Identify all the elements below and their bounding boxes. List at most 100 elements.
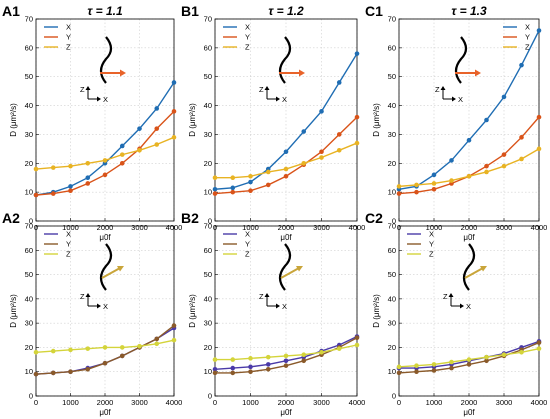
filament-curve	[99, 243, 113, 291]
data-point	[102, 345, 108, 350]
legend-entry: Z	[525, 43, 530, 52]
data-point	[102, 172, 108, 178]
x-axis-title: μ0f	[463, 233, 475, 242]
panel-label: A1	[2, 3, 20, 19]
y-axis-title: D (μm²/s)	[188, 103, 197, 137]
data-point	[354, 51, 360, 56]
y-tick-label: 40	[25, 101, 33, 110]
y-tick-label: 70	[25, 222, 33, 231]
y-tick-label: 70	[388, 222, 396, 231]
data-point	[301, 352, 307, 358]
y-tick-label: 10	[388, 188, 396, 197]
data-point	[519, 156, 524, 162]
y-axis-title: D (μm²/s)	[9, 103, 18, 137]
data-point	[248, 364, 253, 370]
data-point	[301, 129, 307, 134]
data-point	[319, 349, 324, 355]
x-axis-title: μ0f	[99, 408, 111, 417]
data-point	[501, 163, 507, 169]
z-axis-head	[264, 86, 270, 90]
data-point	[265, 354, 271, 360]
z-axis-head	[85, 293, 91, 297]
data-point	[466, 362, 472, 367]
data-point	[50, 165, 56, 170]
y-tick-label: 0	[208, 392, 212, 401]
data-point	[431, 368, 437, 373]
x-axis-head	[97, 96, 101, 102]
data-point	[50, 348, 56, 354]
data-point	[171, 337, 177, 343]
legend-entry: Z	[429, 250, 434, 259]
y-tick-label: 0	[29, 392, 33, 401]
data-point	[396, 191, 402, 196]
y-tick-label: 40	[204, 294, 212, 303]
data-point	[33, 371, 39, 377]
z-axis-label: Z	[435, 85, 440, 94]
data-point	[519, 135, 524, 140]
series-y	[33, 109, 177, 198]
data-point	[431, 181, 437, 186]
x-axis-label: X	[282, 95, 287, 104]
y-tick-label: 70	[204, 15, 212, 24]
data-point	[536, 346, 542, 351]
x-tick-label: 0	[213, 398, 217, 407]
legend-entry: Y	[429, 240, 434, 249]
x-axis-title: μ0f	[280, 408, 292, 417]
data-point	[449, 158, 454, 163]
data-point	[50, 191, 56, 196]
data-point	[230, 357, 236, 362]
data-point	[414, 182, 419, 188]
series-z	[212, 140, 360, 181]
data-point	[283, 173, 289, 179]
y-tick-label: 70	[25, 15, 33, 24]
legend: XYZ	[503, 23, 530, 52]
y-tick-label: 30	[388, 130, 396, 139]
data-point	[396, 364, 402, 370]
y-tick-label: 60	[25, 246, 33, 255]
filament-curve	[278, 243, 292, 291]
y-tick-label: 60	[204, 43, 212, 52]
panel-label: C2	[365, 210, 383, 226]
y-tick-label: 0	[208, 217, 212, 226]
data-point	[154, 336, 160, 342]
x-tick-label: 4000	[531, 398, 548, 407]
data-point	[319, 155, 324, 160]
x-axis-label: X	[282, 302, 287, 311]
legend-entry: Y	[66, 33, 71, 42]
y-tick-label: 70	[204, 222, 212, 231]
legend-entry: X	[245, 23, 250, 32]
data-point	[354, 335, 360, 341]
y-tick-label: 50	[25, 270, 33, 279]
y-tick-label: 40	[388, 294, 396, 303]
y-tick-label: 40	[388, 101, 396, 110]
x-tick-label: 2000	[97, 398, 114, 407]
z-axis-label: Z	[80, 85, 85, 94]
x-axis-label: X	[458, 95, 463, 104]
data-point	[85, 346, 91, 351]
x-axis-label: X	[466, 302, 471, 311]
data-point	[154, 126, 160, 131]
data-point	[414, 369, 419, 375]
y-tick-label: 40	[25, 294, 33, 303]
y-axis-title: D (μm²/s)	[372, 294, 381, 328]
data-point	[283, 166, 289, 172]
data-point	[336, 132, 342, 137]
series-z	[33, 135, 177, 172]
y-tick-label: 50	[388, 270, 396, 279]
x-tick-label: 0	[397, 398, 401, 407]
data-point	[414, 363, 419, 368]
data-point	[154, 106, 160, 111]
data-point	[119, 345, 125, 350]
data-point	[212, 175, 218, 181]
data-point	[248, 173, 253, 179]
x-axis-head	[460, 303, 464, 309]
data-point	[248, 179, 253, 185]
y-tick-label: 50	[204, 270, 212, 279]
field-arrow-line	[101, 267, 121, 279]
y-tick-label: 20	[25, 343, 33, 352]
series-x	[396, 28, 542, 192]
series-y	[33, 323, 177, 377]
data-point	[85, 366, 91, 372]
series-y	[212, 114, 360, 196]
panel-title: τ = 1.1	[87, 4, 123, 18]
